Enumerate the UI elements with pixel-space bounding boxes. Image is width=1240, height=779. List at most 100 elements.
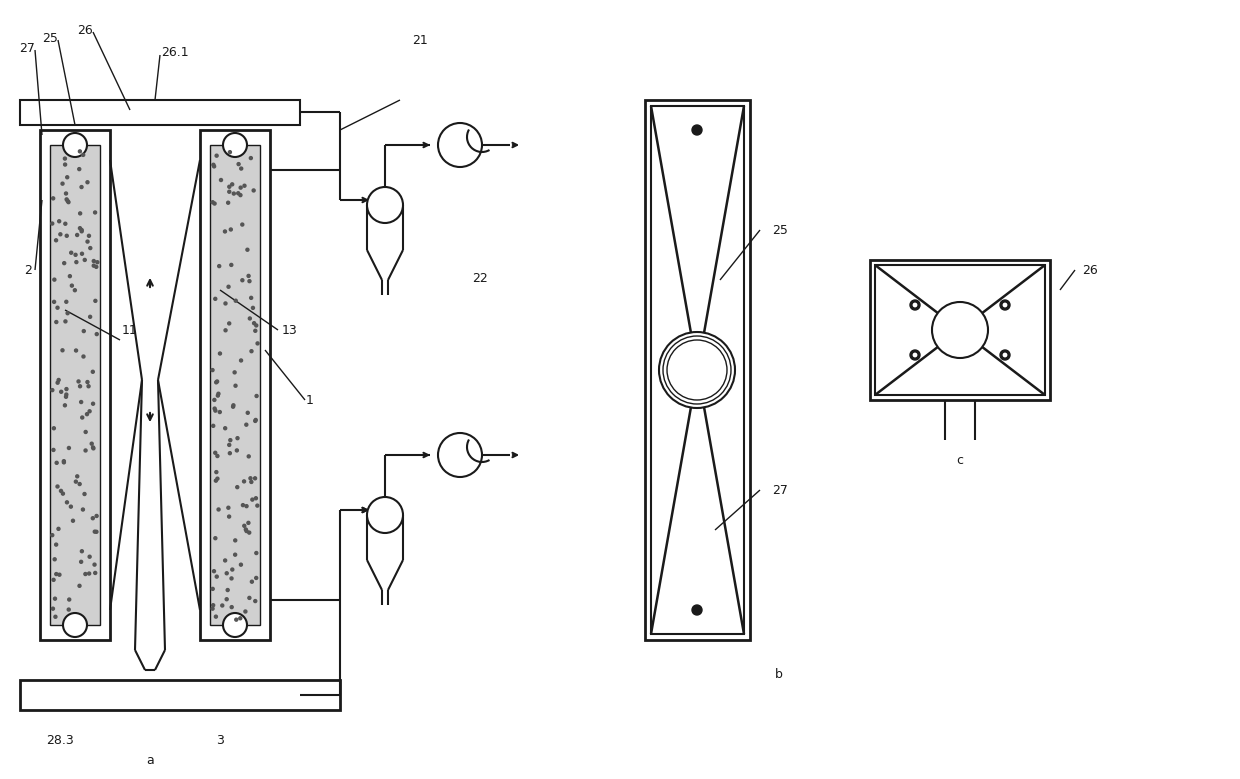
Circle shape bbox=[228, 452, 232, 455]
Circle shape bbox=[367, 187, 403, 223]
Circle shape bbox=[217, 508, 219, 511]
Circle shape bbox=[239, 359, 243, 362]
Circle shape bbox=[58, 233, 62, 236]
Circle shape bbox=[254, 418, 257, 421]
Circle shape bbox=[910, 350, 920, 360]
Text: 25: 25 bbox=[773, 224, 787, 237]
Circle shape bbox=[224, 302, 227, 305]
Circle shape bbox=[227, 506, 229, 509]
Circle shape bbox=[213, 398, 216, 401]
Circle shape bbox=[243, 524, 246, 527]
Circle shape bbox=[254, 497, 258, 500]
Circle shape bbox=[82, 508, 84, 511]
Circle shape bbox=[254, 419, 257, 422]
Circle shape bbox=[92, 259, 95, 263]
Circle shape bbox=[248, 531, 250, 534]
Circle shape bbox=[95, 514, 98, 517]
Circle shape bbox=[93, 211, 97, 214]
Text: 1: 1 bbox=[306, 393, 314, 407]
Circle shape bbox=[78, 167, 81, 171]
Circle shape bbox=[367, 497, 403, 533]
Circle shape bbox=[255, 394, 258, 397]
Circle shape bbox=[81, 230, 83, 233]
Circle shape bbox=[87, 385, 91, 388]
Text: 21: 21 bbox=[412, 33, 428, 47]
Circle shape bbox=[253, 322, 255, 325]
Circle shape bbox=[51, 222, 53, 225]
Circle shape bbox=[57, 527, 60, 530]
Circle shape bbox=[218, 265, 221, 268]
Circle shape bbox=[231, 605, 233, 608]
Circle shape bbox=[237, 163, 241, 166]
Circle shape bbox=[999, 300, 1011, 310]
Circle shape bbox=[67, 446, 71, 449]
Circle shape bbox=[78, 227, 82, 230]
Circle shape bbox=[55, 320, 58, 323]
Circle shape bbox=[63, 222, 67, 225]
Bar bbox=[645, 100, 750, 640]
Circle shape bbox=[219, 178, 222, 182]
Circle shape bbox=[229, 263, 233, 266]
Circle shape bbox=[232, 192, 236, 195]
Circle shape bbox=[94, 572, 97, 574]
Circle shape bbox=[95, 530, 98, 534]
Circle shape bbox=[254, 330, 257, 333]
Circle shape bbox=[438, 123, 482, 167]
Circle shape bbox=[68, 275, 72, 277]
Circle shape bbox=[211, 607, 215, 610]
Circle shape bbox=[239, 194, 242, 196]
Circle shape bbox=[999, 350, 1011, 360]
Circle shape bbox=[250, 350, 253, 353]
Circle shape bbox=[223, 427, 227, 430]
Circle shape bbox=[247, 455, 250, 458]
Bar bbox=[651, 106, 744, 634]
Circle shape bbox=[255, 504, 259, 507]
Circle shape bbox=[223, 230, 227, 233]
Circle shape bbox=[66, 234, 68, 238]
Circle shape bbox=[83, 492, 86, 495]
Text: 27: 27 bbox=[773, 484, 787, 496]
Circle shape bbox=[76, 475, 79, 478]
Circle shape bbox=[92, 446, 94, 449]
Circle shape bbox=[76, 234, 78, 237]
Circle shape bbox=[79, 400, 83, 404]
Circle shape bbox=[74, 480, 77, 483]
Circle shape bbox=[239, 167, 243, 170]
Circle shape bbox=[216, 380, 218, 383]
Circle shape bbox=[64, 395, 67, 398]
Circle shape bbox=[82, 153, 84, 157]
Circle shape bbox=[216, 575, 218, 578]
Circle shape bbox=[228, 190, 231, 193]
Bar bbox=[875, 265, 1045, 395]
Circle shape bbox=[78, 212, 82, 215]
Circle shape bbox=[249, 477, 252, 480]
Circle shape bbox=[56, 306, 60, 309]
Circle shape bbox=[249, 157, 253, 160]
Circle shape bbox=[52, 197, 55, 200]
Circle shape bbox=[51, 534, 53, 537]
Circle shape bbox=[53, 558, 56, 561]
Circle shape bbox=[226, 597, 228, 601]
Circle shape bbox=[217, 392, 219, 395]
Circle shape bbox=[231, 568, 234, 571]
Circle shape bbox=[223, 559, 227, 562]
Circle shape bbox=[86, 181, 89, 184]
Circle shape bbox=[243, 480, 246, 483]
Circle shape bbox=[51, 607, 55, 610]
Circle shape bbox=[248, 597, 250, 599]
Circle shape bbox=[244, 423, 248, 426]
Circle shape bbox=[247, 274, 250, 277]
Circle shape bbox=[66, 312, 69, 315]
Circle shape bbox=[64, 388, 68, 390]
Text: 25: 25 bbox=[42, 31, 58, 44]
Circle shape bbox=[213, 298, 217, 301]
Circle shape bbox=[250, 498, 254, 501]
Circle shape bbox=[89, 247, 92, 249]
Bar bbox=[870, 260, 1050, 400]
Circle shape bbox=[92, 370, 94, 373]
Text: 27: 27 bbox=[19, 41, 35, 55]
Circle shape bbox=[52, 427, 56, 430]
Text: 28.3: 28.3 bbox=[46, 734, 74, 746]
Circle shape bbox=[231, 183, 233, 186]
Circle shape bbox=[911, 352, 918, 358]
